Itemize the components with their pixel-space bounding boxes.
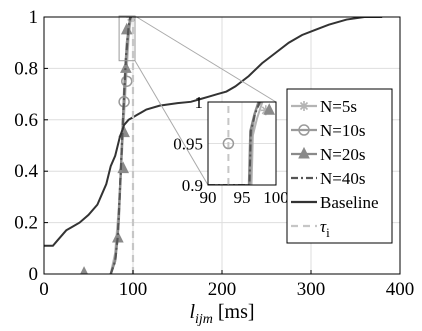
x-tick-label: 100	[119, 279, 148, 300]
legend-entry: N=40s	[291, 169, 365, 188]
zoom-region-box	[118, 15, 136, 62]
legend: N=5s N=10s N=20s N=40s Baseline τi	[286, 88, 393, 244]
y-tick-label: 0	[29, 264, 39, 285]
inset-marker	[263, 103, 276, 115]
legend-entry: Baseline	[291, 193, 379, 212]
inset-y-tick-label: 0.9	[182, 176, 203, 195]
y-tick-label: 1	[29, 7, 39, 28]
series-marker-n-20s	[117, 161, 130, 174]
y-tick-label: 0.8	[14, 58, 38, 79]
inset-zoom-plot: 0.9 0.95 1 90 95 100	[173, 93, 289, 207]
series-marker-n-20s	[120, 61, 132, 73]
legend-entry: τi	[291, 217, 330, 240]
legend-label: N=20s	[320, 145, 365, 164]
legend-box	[286, 88, 393, 244]
legend-marker	[298, 146, 310, 159]
zoom-connector-lines	[118, 15, 277, 186]
zoom-connector	[134, 15, 277, 103]
y-tick-label: 0.4	[14, 161, 38, 182]
legend-entry: N=20s	[291, 145, 365, 164]
x-axis-title: lijm [ms]	[189, 301, 254, 327]
legend-label: N=5s	[320, 97, 357, 116]
series-marker-n-10s	[121, 75, 133, 87]
legend-label: N=10s	[320, 121, 365, 140]
x-tick-label: 400	[386, 279, 415, 300]
x-axis-label: lijm [ms]	[189, 301, 254, 327]
inset-x-tick-label: 90	[200, 188, 217, 207]
main-ticks: 0 100 200 300 400 0 0.2 0.4 0.6 0.8 1	[14, 7, 414, 300]
legend-entry: N=5s	[291, 97, 357, 116]
legend-label: N=40s	[320, 169, 365, 188]
inset-x-tick-label: 95	[234, 188, 251, 207]
series-line-n-40s	[109, 17, 133, 274]
legend-entry: N=10s	[291, 121, 365, 140]
series-marker-n-20s	[80, 266, 88, 274]
series-line-n-20s	[109, 17, 133, 274]
x-tick-label: 0	[39, 279, 49, 300]
legend-marker	[299, 101, 309, 111]
legend-label: τi	[320, 217, 330, 240]
inset-marker	[222, 137, 235, 150]
y-tick-label: 0.2	[14, 213, 38, 234]
series-line-baseline	[44, 17, 383, 247]
inset-y-tick-label: 1	[195, 93, 204, 112]
inset-frame	[207, 101, 277, 186]
inset-series-line-n-5s	[208, 102, 264, 185]
inset-x-tick-label: 100	[263, 188, 289, 207]
y-tick-label: 0.6	[14, 110, 38, 131]
inset-series-line-n-40s	[208, 102, 261, 185]
zoom-connector	[134, 60, 209, 186]
x-tick-label: 300	[297, 279, 326, 300]
x-tick-label: 200	[208, 279, 237, 300]
main-series	[44, 17, 383, 274]
inset-y-tick-label: 0.95	[173, 135, 203, 154]
legend-label: Baseline	[320, 193, 379, 212]
legend-marker	[298, 124, 310, 136]
inset-series	[208, 102, 264, 185]
